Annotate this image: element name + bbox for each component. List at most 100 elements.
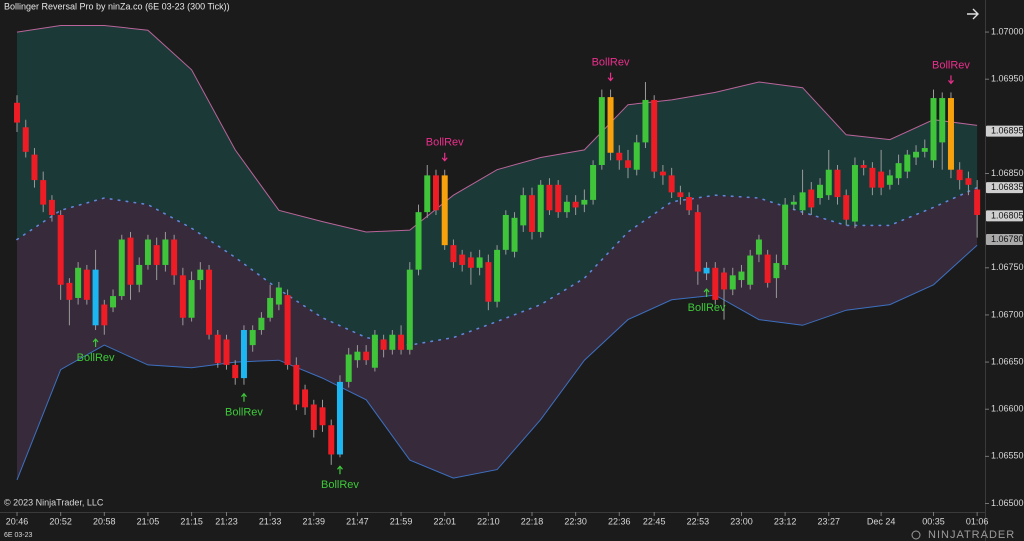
candle-body [625, 160, 632, 168]
candle-body [441, 175, 448, 246]
candle-body [817, 184, 824, 199]
candle-body [179, 275, 186, 318]
candle-body [136, 264, 143, 285]
price-marker-box [986, 233, 1023, 245]
candle-body [127, 237, 134, 285]
signal-label: BollRev [592, 56, 630, 68]
x-tick-label: 21:47 [346, 516, 369, 526]
middle-band-line [16, 186, 978, 346]
candle-body [738, 271, 745, 281]
candle-body [511, 217, 518, 252]
price-marker-box [986, 125, 1023, 137]
candle-body [110, 296, 117, 308]
candle-body [389, 334, 396, 350]
candle-body [328, 425, 335, 455]
candle-body [206, 269, 213, 335]
y-tick-label: 1.06700 [991, 309, 1024, 319]
candle-body [729, 275, 736, 290]
candle-body [930, 98, 937, 161]
signal-arrow-up [240, 392, 247, 402]
candle-body [694, 212, 701, 272]
x-tick-label: 22:30 [564, 516, 587, 526]
signal-arrow-down [441, 152, 448, 162]
candle-body [965, 178, 972, 185]
x-tick-label: 20:52 [49, 516, 72, 526]
x-tick-label: 21:33 [259, 516, 282, 526]
candle-body [249, 330, 256, 346]
x-tick-label: 22:53 [687, 516, 710, 526]
signal-label: BollRev [932, 59, 970, 71]
x-tick-label: 21:05 [137, 516, 160, 526]
candle-body [939, 98, 946, 143]
candle-body [363, 351, 370, 361]
candle-body [808, 189, 815, 208]
candle-body [886, 175, 893, 185]
candle-body [223, 339, 230, 365]
candle-body [520, 195, 527, 226]
candle-body [415, 212, 422, 270]
candle-body [677, 192, 684, 198]
signal-label: BollRev [225, 407, 263, 419]
candle-body [450, 245, 457, 263]
candle-body [860, 165, 867, 168]
candle-body [467, 257, 474, 268]
candle-body [240, 330, 247, 379]
candle-body [380, 339, 387, 350]
signal-arrow-down [607, 72, 614, 82]
candle-body [528, 195, 535, 232]
x-tick-label: 21:59 [390, 516, 413, 526]
candle-body [712, 267, 719, 300]
candle-body [825, 169, 832, 196]
candle-body [703, 267, 710, 274]
nav-arrow-icon[interactable] [967, 8, 979, 20]
candle-body [267, 297, 274, 318]
x-tick-label: 22:45 [643, 516, 666, 526]
candle-body [75, 267, 82, 298]
candle-body [581, 199, 588, 205]
candle-body [406, 269, 413, 350]
candle-body [48, 199, 55, 215]
lower-band-line [16, 244, 978, 481]
x-tick-label: 23:12 [774, 516, 797, 526]
signal-arrow-up [703, 288, 710, 298]
chart-title: Bollinger Reversal Pro by ninZa.co (6E 0… [4, 1, 230, 11]
candle-body [851, 165, 858, 222]
candle-body [947, 98, 954, 170]
brand: NINJATRADER [928, 529, 1015, 541]
signal-label: BollRev [77, 352, 115, 364]
x-tick-label: 00:35 [922, 516, 945, 526]
x-tick-label: 22:18 [521, 516, 544, 526]
candle-body [537, 184, 544, 232]
candle-body [424, 175, 431, 213]
candle-body [485, 262, 492, 302]
candle-body [790, 201, 797, 205]
x-tick-label: 01:06 [966, 516, 989, 526]
candle-body [22, 127, 29, 152]
y-tick-label: 1.07000 [991, 26, 1024, 36]
candle-body [598, 97, 605, 166]
candle-body [275, 287, 282, 305]
candle-body [869, 167, 876, 188]
candle-body [197, 269, 204, 281]
candle-body [83, 269, 90, 300]
candle-body [232, 364, 239, 379]
candle-body [302, 389, 309, 408]
upper-band-fill [17, 25, 978, 346]
candle-body [494, 249, 501, 302]
candle-body [14, 102, 21, 123]
candle-body [31, 154, 38, 181]
candle-body [721, 272, 728, 290]
candle-body [659, 171, 666, 176]
x-tick-label: Dec 24 [867, 516, 896, 526]
candle-body [40, 180, 47, 205]
candle-body [913, 151, 920, 158]
x-tick-label: 20:58 [93, 516, 116, 526]
candle-body [799, 192, 806, 211]
upper-band-line [16, 25, 978, 233]
candle-body [843, 195, 850, 220]
candle-body [616, 152, 623, 161]
x-tick-label: 21:23 [215, 516, 238, 526]
y-tick-label: 1.06950 [991, 74, 1024, 84]
candle-body [974, 189, 981, 215]
